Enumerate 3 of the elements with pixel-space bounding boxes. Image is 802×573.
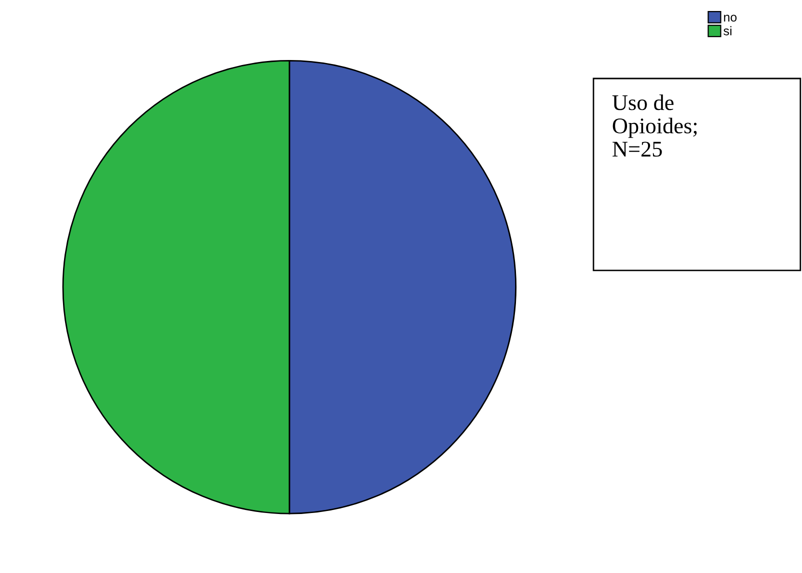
text: Uso de Opioides; N=25: [612, 94, 697, 157]
legend-label: si: [724, 26, 732, 36]
legend-label: no: [724, 14, 737, 22]
